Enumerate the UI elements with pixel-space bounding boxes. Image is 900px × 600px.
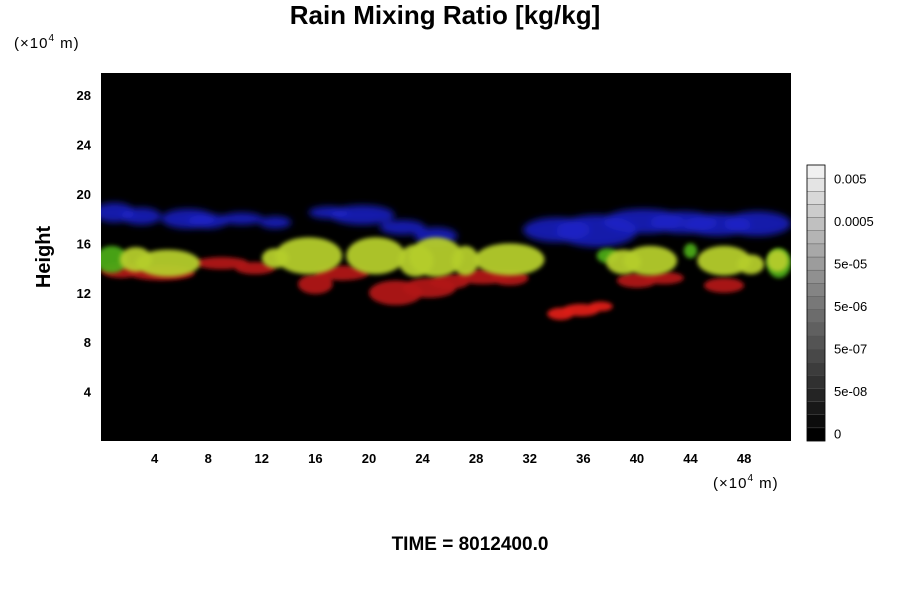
colorbar-segment [806, 164, 826, 179]
colorbar-label: 0.0005 [834, 214, 874, 229]
y-tick-labels: 4 8 12 16 20 24 28 [77, 88, 92, 399]
x-tick-label: 16 [308, 451, 322, 466]
x-tick-label: 20 [362, 451, 376, 466]
colorbar-label: 5e-08 [834, 384, 867, 399]
yellow-green-blobs-blob [135, 249, 201, 277]
yellow-green-blobs-blob [261, 248, 289, 269]
blue-band-blob [379, 219, 426, 235]
blue-band-blob [259, 216, 292, 229]
yellow-green-blobs-blob [409, 237, 463, 277]
red-layer-blob [194, 257, 249, 270]
yellow-green-blobs [119, 237, 789, 277]
yellow-green-blobs-blob [119, 247, 152, 272]
blue-band-blob [188, 213, 229, 229]
colorbar-segment [806, 296, 826, 310]
colorbar-segment [806, 230, 826, 245]
colorbar-segment [806, 414, 826, 429]
x-tick-label: 8 [205, 451, 212, 466]
y-tick-label: 24 [77, 138, 92, 153]
colorbar-label: 0 [834, 426, 841, 441]
colorbar-label: 5e-06 [834, 299, 867, 314]
colorbar-segment [806, 348, 826, 363]
colorbar-segment [806, 335, 826, 350]
x-tick-label: 44 [683, 451, 698, 466]
colorbar-segment [806, 256, 826, 271]
yellow-green-blobs-blob [346, 237, 406, 275]
x-tick-labels: 4 8 12 16 20 24 28 32 36 40 44 48 [151, 451, 751, 466]
colorbar-segment [806, 217, 826, 231]
red-layer-blob [703, 277, 745, 293]
yellow-green-blobs-blob [697, 245, 751, 276]
x-tick-label: 24 [415, 451, 430, 466]
yellow-green-blobs-blob [474, 243, 545, 276]
chart-title: Rain Mixing Ratio [kg/kg] [290, 0, 601, 30]
colorbar-segment [806, 401, 826, 415]
colorbar [806, 164, 826, 442]
time-annotation: TIME = 8012400.0 [392, 534, 549, 555]
red-patch [547, 301, 613, 320]
red-layer-blob [234, 261, 276, 275]
colorbar-segment [806, 191, 826, 205]
yellow-green-blobs-blob [452, 245, 479, 276]
colorbar-segment [806, 283, 826, 297]
y-tick-label: 4 [84, 385, 92, 400]
colorbar-label: 0.005 [834, 171, 867, 186]
green-blobs-blob [683, 243, 698, 259]
x-tick-label: 28 [469, 451, 483, 466]
yellow-green-blobs-blob [275, 237, 343, 275]
yellow-green-blobs-blob [766, 249, 789, 272]
red-layer-blob [297, 274, 333, 295]
x-tick-label: 4 [151, 451, 159, 466]
y-tick-label: 8 [84, 335, 91, 350]
colorbar-segment [806, 427, 826, 442]
colorbar-segment [806, 375, 826, 389]
x-tick-label: 32 [523, 451, 537, 466]
blue-band [101, 202, 791, 248]
colorbar-segment [806, 177, 826, 192]
yellow-green-blobs-blob [623, 245, 678, 276]
x-tick-label: 48 [737, 451, 751, 466]
blue-band-blob [220, 212, 264, 225]
x-tick-label: 40 [630, 451, 644, 466]
colorbar-label: 5e-07 [834, 341, 867, 356]
y-axis-label: Height [33, 226, 55, 289]
colorbar-segment [806, 388, 826, 402]
blue-band-blob [724, 211, 791, 237]
blue-band-blob [330, 205, 395, 225]
x-unit-label: (×104 m) [713, 473, 779, 492]
colorbar-labels: 0 5e-08 5e-07 5e-06 5e-05 0.0005 0.005 [834, 171, 874, 441]
x-tick-label: 36 [576, 451, 590, 466]
yellow-green-blobs-blob [737, 254, 765, 275]
colorbar-segment [806, 322, 826, 337]
data-features [101, 202, 791, 320]
red-patch-blob [588, 301, 613, 312]
y-tick-label: 16 [77, 236, 91, 251]
colorbar-segment [806, 269, 826, 284]
colorbar-label: 5e-05 [834, 256, 867, 271]
y-tick-label: 20 [77, 187, 91, 202]
y-tick-label: 12 [77, 286, 91, 301]
colorbar-segment [806, 243, 826, 258]
colorbar-segment [806, 309, 826, 323]
blue-band-blob [121, 207, 162, 225]
x-tick-label: 12 [255, 451, 269, 466]
colorbar-segment [806, 204, 826, 218]
colorbar-segment [806, 361, 826, 376]
y-unit-label: (×104 m) [14, 33, 80, 52]
y-tick-label: 28 [77, 88, 91, 103]
green-blobs-blob [101, 245, 128, 274]
colorbar-frame [806, 164, 826, 442]
